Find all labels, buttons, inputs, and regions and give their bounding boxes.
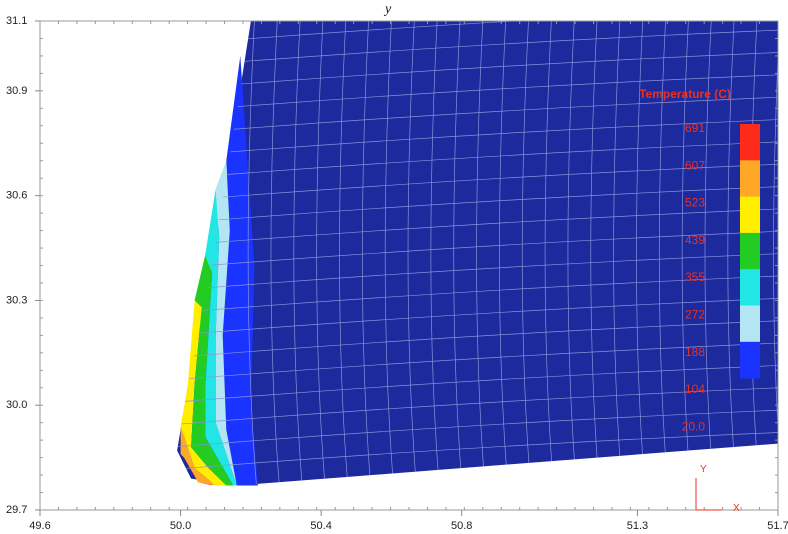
temperature-zone-104 bbox=[222, 55, 258, 486]
mesh-line bbox=[407, 21, 419, 486]
body-layer bbox=[177, 21, 779, 486]
mesh-line bbox=[177, 409, 779, 449]
x-tick-label: 49.6 bbox=[29, 520, 50, 532]
mesh-line bbox=[773, 21, 779, 486]
legend-label: 523 bbox=[685, 196, 705, 210]
legend-label: 188 bbox=[685, 345, 705, 359]
mesh-line bbox=[544, 21, 556, 486]
mesh-line bbox=[177, 140, 779, 180]
mesh-line bbox=[177, 431, 779, 471]
mesh-line bbox=[247, 21, 259, 486]
legend-color-swatch bbox=[740, 269, 760, 306]
legend-label: 355 bbox=[685, 270, 705, 284]
temperature-zone-level-3 bbox=[191, 255, 234, 486]
mesh-line bbox=[177, 21, 779, 24]
legend-color-swatch bbox=[740, 232, 760, 270]
x-tick-label: 50.4 bbox=[310, 520, 331, 532]
axis-indicator-x-label: X bbox=[733, 503, 740, 514]
legend-label: 20.0 bbox=[682, 419, 706, 433]
y-tick-label: 30.6 bbox=[6, 190, 27, 202]
axis-indicator-y-label: Y bbox=[700, 464, 707, 475]
mesh-line bbox=[590, 21, 601, 486]
mesh-line bbox=[270, 21, 282, 486]
x-tick-label: 50.0 bbox=[170, 520, 191, 532]
legend-label: 691 bbox=[685, 121, 705, 135]
mesh-line bbox=[177, 252, 779, 292]
legend-color-swatch bbox=[740, 341, 760, 379]
mesh-line bbox=[177, 29, 779, 69]
mesh-line bbox=[521, 21, 533, 486]
mesh-line bbox=[613, 21, 624, 486]
mesh-line bbox=[177, 297, 779, 337]
x-axis: 49.6 50.0 50.4 50.8 51.3 51.7 bbox=[29, 21, 788, 532]
mesh-line bbox=[177, 207, 779, 247]
mesh-line bbox=[177, 51, 779, 91]
mesh-line bbox=[727, 21, 738, 486]
x-tick-label: 51.7 bbox=[767, 520, 788, 532]
mesh-line bbox=[177, 230, 779, 270]
legend-label: 272 bbox=[685, 308, 705, 322]
mesh-line bbox=[177, 118, 779, 158]
legend: Temperature (C) 691 607 523 439 355 272 188 104… bbox=[639, 87, 760, 433]
legend-color-swatch bbox=[740, 196, 760, 234]
mesh-line bbox=[177, 274, 779, 315]
temperature-zone-level-2 bbox=[205, 188, 237, 486]
chart-title: y bbox=[383, 2, 392, 17]
mesh-line bbox=[177, 364, 779, 404]
y-tick-label: 30.3 bbox=[6, 294, 27, 306]
workpiece-body bbox=[177, 21, 779, 486]
mesh-line bbox=[361, 21, 373, 486]
mesh-line bbox=[177, 185, 779, 225]
mesh-line bbox=[177, 73, 779, 113]
legend-color-swatch bbox=[740, 305, 760, 343]
mesh-line bbox=[177, 341, 779, 382]
mesh-line bbox=[636, 21, 647, 486]
mesh-line bbox=[177, 96, 779, 136]
mesh-line bbox=[177, 386, 779, 426]
temperature-zone-level-5 bbox=[180, 426, 216, 486]
legend-color-swatch bbox=[740, 124, 760, 161]
y-axis: 29.7 30.0 30.3 30.6 30.9 31.1 bbox=[6, 15, 778, 516]
mesh-line bbox=[316, 21, 327, 486]
legend-title: Temperature (C) bbox=[639, 87, 731, 101]
mesh-line bbox=[476, 21, 487, 486]
mesh-line bbox=[704, 21, 716, 486]
legend-label: 607 bbox=[685, 158, 705, 172]
mesh-line bbox=[430, 21, 441, 486]
mesh-line bbox=[453, 21, 464, 486]
y-tick-label: 29.7 bbox=[6, 504, 27, 516]
y-tick-label: 30.9 bbox=[6, 85, 27, 97]
mesh-line bbox=[177, 319, 779, 359]
legend-label: 104 bbox=[685, 382, 705, 396]
legend-label: 439 bbox=[685, 233, 705, 247]
mesh-line bbox=[567, 21, 579, 486]
mesh-line bbox=[681, 21, 693, 486]
y-tick-label: 31.1 bbox=[6, 15, 27, 27]
legend-color-swatch bbox=[740, 160, 760, 198]
y-tick-label: 30.0 bbox=[6, 399, 27, 411]
axis-indicator: Y X bbox=[695, 464, 740, 514]
mesh-line bbox=[177, 163, 779, 203]
mesh-line bbox=[339, 21, 350, 486]
x-tick-label: 51.3 bbox=[627, 520, 648, 532]
temperature-zone-level-4 bbox=[180, 300, 227, 486]
x-tick-label: 50.8 bbox=[451, 520, 472, 532]
